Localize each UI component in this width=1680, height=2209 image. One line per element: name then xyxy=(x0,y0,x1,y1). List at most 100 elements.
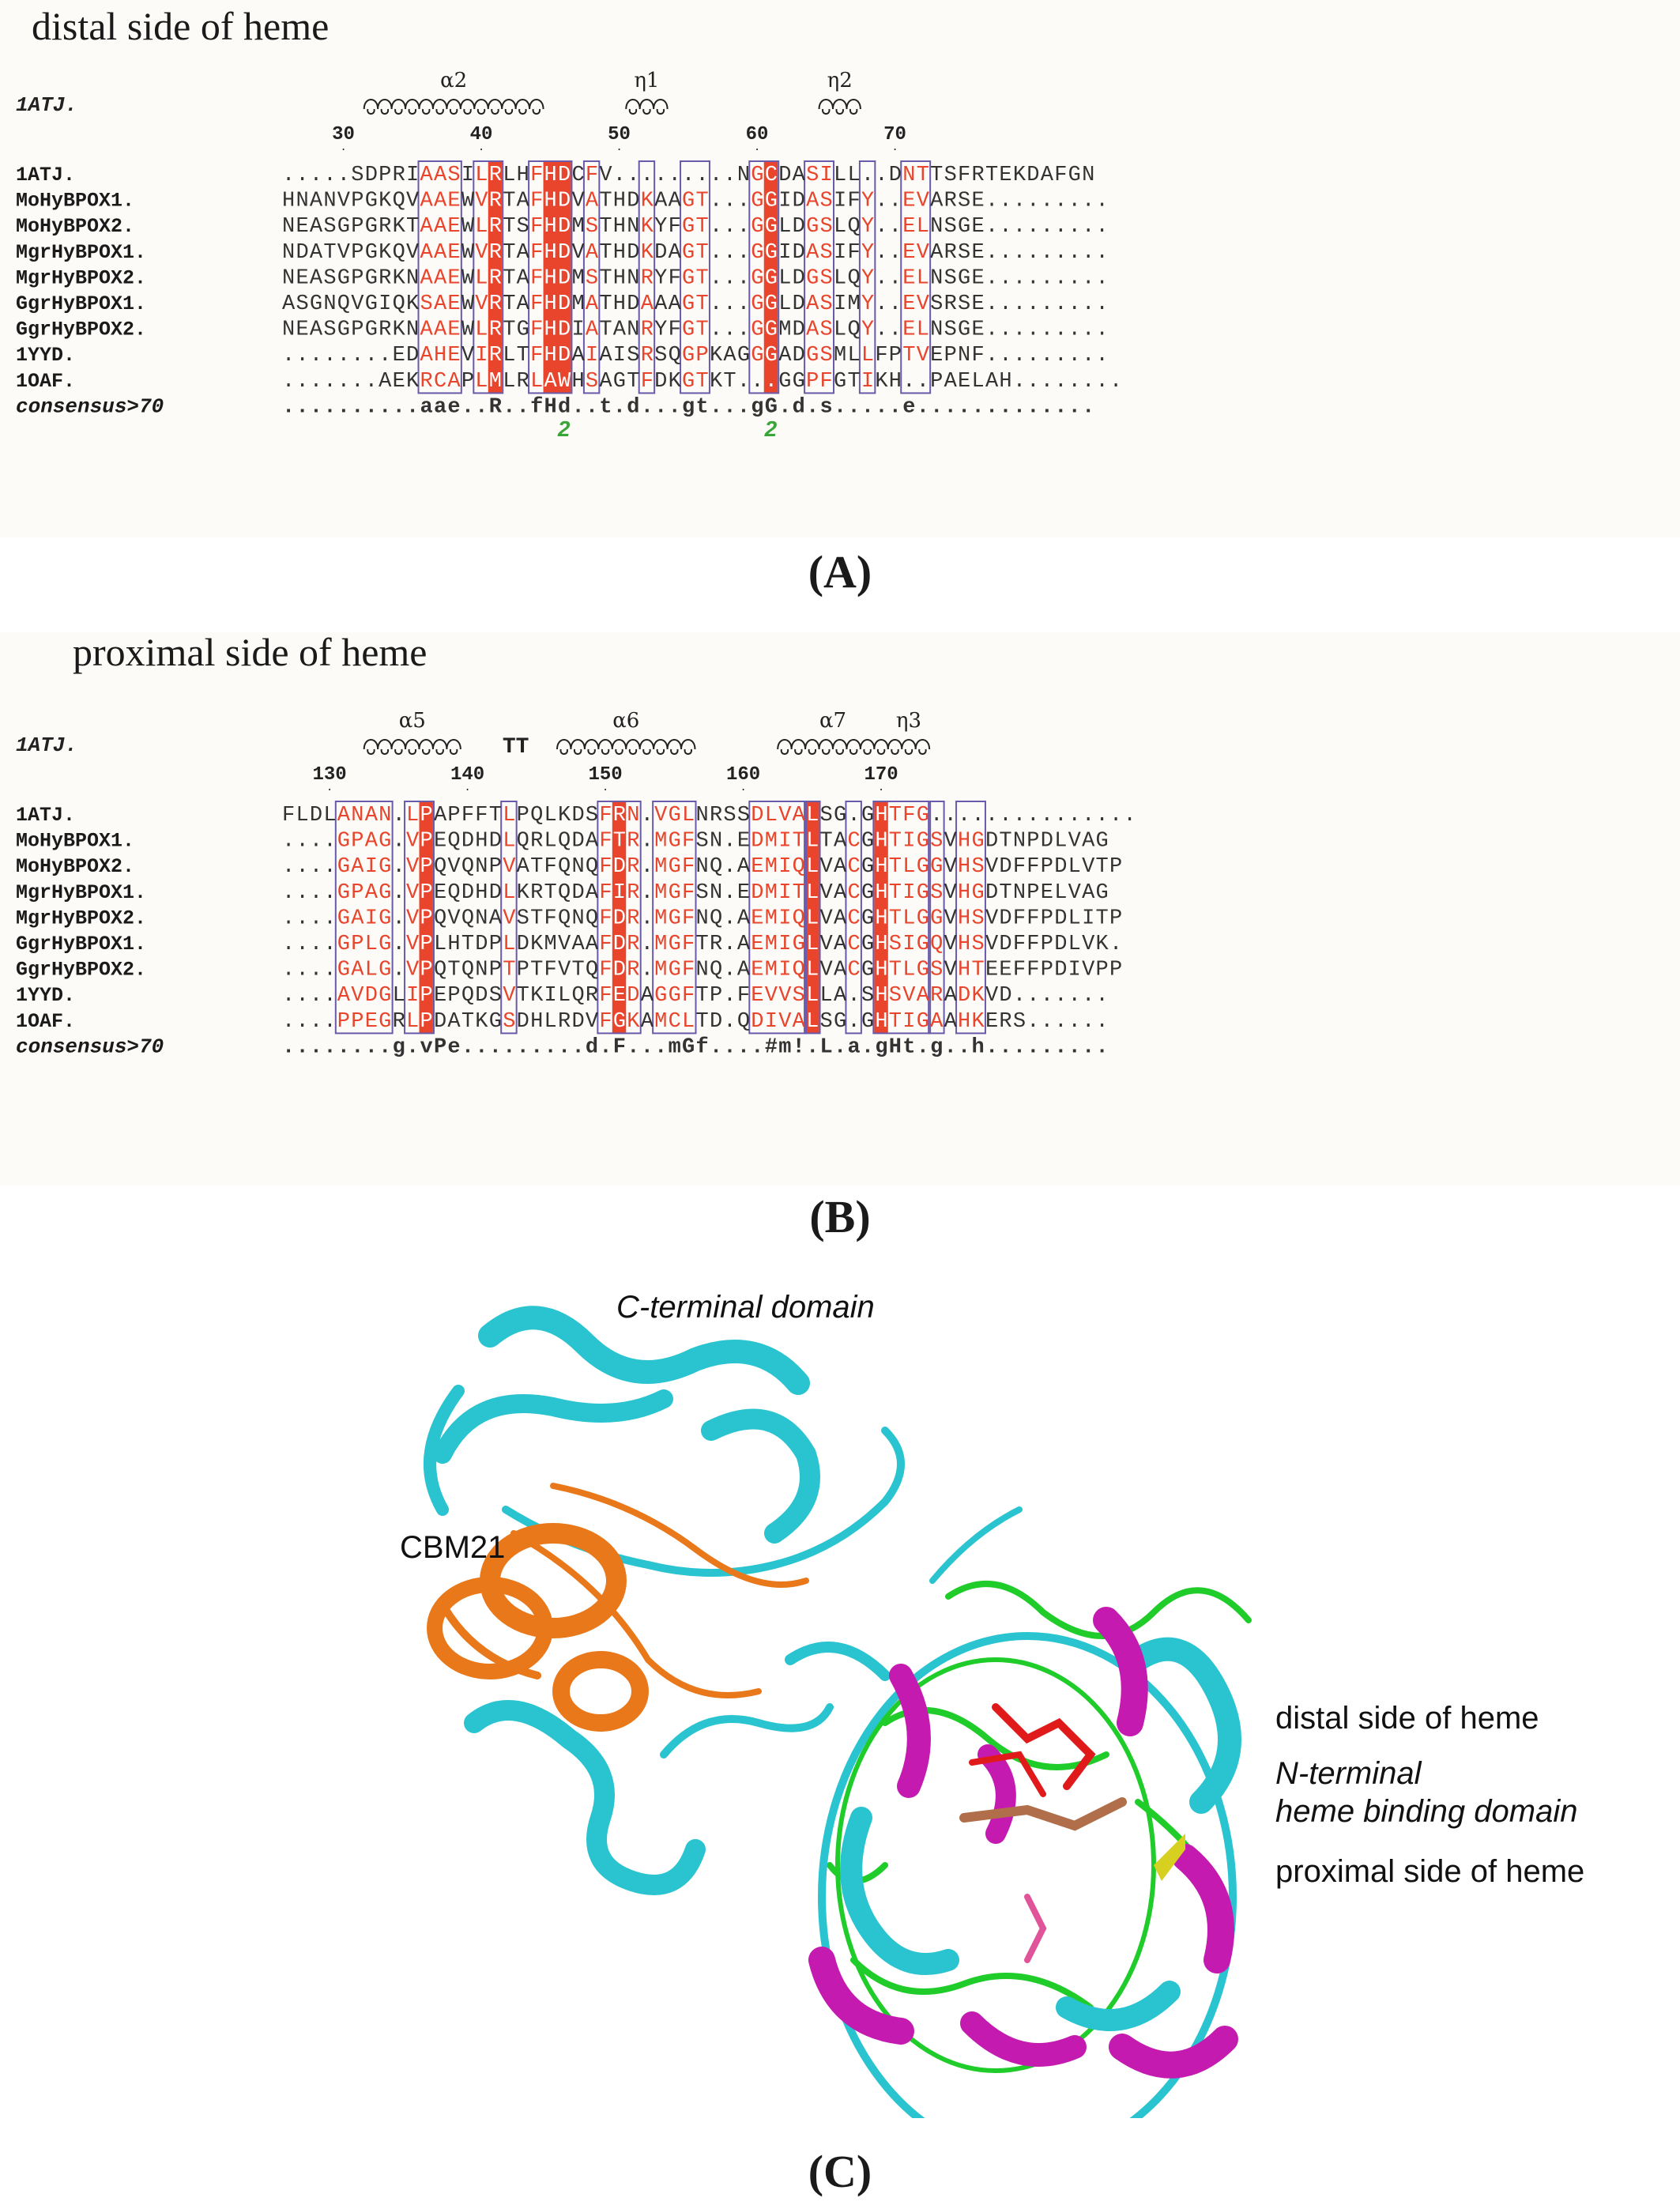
proximal-side-annotation: proximal side of heme xyxy=(1275,1854,1585,1889)
a-sequence-row: NDATVPGKQVAAEWVRTAFHDVATHDKDAGT...GGIDAS… xyxy=(282,241,1109,265)
b-similarity-box xyxy=(748,801,808,1035)
a-ruler-tick: . xyxy=(616,141,622,154)
panel-b-background xyxy=(0,632,1680,1186)
b-sequence-name: GgrHyBPOX2. xyxy=(16,959,146,982)
b-ss-reference: 1ATJ. xyxy=(16,733,77,757)
b-sequence-row: FLDLANAN.LPAPFFTLPQLKDSFRN.VGLNRSSDLVALS… xyxy=(282,804,1136,827)
b-sequence-name: consensus>70 xyxy=(16,1035,164,1058)
a-ss-label: α2 xyxy=(440,69,467,92)
b-ruler-tick: . xyxy=(878,782,884,794)
a-ss-label: η1 xyxy=(634,69,659,92)
b-sequence-row: ....GALG.VPQTQNPTPTFVTQFDR.MGFNQ.AEMIQLV… xyxy=(282,959,1122,982)
a-similarity-box xyxy=(417,160,462,394)
b-ss-label: α7 xyxy=(819,709,846,733)
a-similarity-box xyxy=(900,160,932,394)
b-sequence-name: MgrHyBPOX2. xyxy=(16,907,146,929)
a-similarity-box xyxy=(804,160,834,394)
panel-c-label: (C) xyxy=(808,2146,872,2197)
beta-strand xyxy=(1154,1834,1185,1881)
cbm21-annotation: CBM21 xyxy=(400,1530,506,1565)
b-ruler-number: 170 xyxy=(864,764,898,786)
a-similarity-box xyxy=(748,160,780,394)
a-similarity-box xyxy=(528,160,573,394)
a-similarity-box xyxy=(473,160,504,394)
b-similarity-box xyxy=(500,801,518,1035)
a-ruler-number: 70 xyxy=(883,124,906,145)
b-sequence-name: MgrHyBPOX1. xyxy=(16,881,146,904)
n-terminal-annotation-line2: heme binding domain xyxy=(1275,1794,1578,1829)
a-sequence-row: ASGNQVGIQKSAEWVRTAFHDMATHDAAAGT...GGLDAS… xyxy=(282,292,1109,316)
b-similarity-box xyxy=(955,801,986,1035)
protein-structure-image xyxy=(424,1306,1252,2118)
a-ruler-number: 60 xyxy=(746,124,769,145)
a-similarity-box xyxy=(858,160,876,394)
b-ss-label: TT xyxy=(503,735,529,760)
b-ss-element: α7 xyxy=(777,709,889,755)
a-footnote: 2 xyxy=(764,417,778,441)
a-similarity-box xyxy=(638,160,656,394)
panel-a-title: distal side of heme xyxy=(32,4,330,48)
b-sequence-name: 1YYD. xyxy=(16,984,75,1007)
a-ss-element: η2 xyxy=(818,69,861,115)
a-conserved-column xyxy=(543,161,557,394)
a-footnote: 2 xyxy=(557,417,571,441)
b-sequence-row: ....PPEGRLPDATKGSDHLRDVFGKAMCLTD.QDIVALS… xyxy=(282,1010,1109,1034)
a-ruler-tick: . xyxy=(340,141,346,154)
a-similarity-box xyxy=(680,160,710,394)
b-ss-label: α6 xyxy=(612,709,639,733)
b-sequence-row: ....AVDGLIPEPQDSVTKILQRFEDAGGFTP.FEVVSLL… xyxy=(282,984,1109,1008)
a-sequence-name: GgrHyBPOX1. xyxy=(16,292,146,315)
a-sequence-row: ........EDAHEVIRLTFHDAIAISRSQGPKAGGGADGS… xyxy=(282,344,1109,368)
b-similarity-box xyxy=(597,801,642,1035)
a-sequence-row: ..........aae..R..fHd..t.d...gt...gG.d.s… xyxy=(282,395,1094,419)
a-sequence-name: MoHyBPOX2. xyxy=(16,215,134,238)
b-helix-glyph xyxy=(363,739,461,755)
b-sequence-row: ....GPAG.VPEQDHDLKRTQDAFIR.MGFSN.EDMITLV… xyxy=(282,881,1109,905)
a-sequence-row: NEASGPGRKNAAEWLRTGFHDIATANRYFGT...GGMDAS… xyxy=(282,319,1109,342)
b-sequence-name: 1ATJ. xyxy=(16,804,75,827)
a-ruler-number: 40 xyxy=(470,124,493,145)
b-similarity-box xyxy=(652,801,697,1035)
b-conserved-column xyxy=(805,801,819,1034)
b-ss-label: α5 xyxy=(399,709,426,733)
a-helix-glyph xyxy=(625,99,669,115)
b-ruler-tick: . xyxy=(326,782,333,794)
a-sequence-name: consensus>70 xyxy=(16,394,164,418)
distal-side-annotation: distal side of heme xyxy=(1275,1701,1539,1736)
b-ss-element: α5 xyxy=(363,709,461,755)
b-sequence-row: ....GPAG.VPEQDHDLQRLQDAFTR.MGFSN.EDMITLT… xyxy=(282,830,1109,854)
b-ruler-number: 140 xyxy=(450,764,484,786)
b-helix-glyph xyxy=(556,739,696,755)
b-ruler-number: 150 xyxy=(588,764,622,786)
b-sequence-row: ....GPLG.VPLHTDPLDKMVAAFDR.MGFTR.AEMIGLV… xyxy=(282,933,1122,956)
b-similarity-box xyxy=(845,801,862,1035)
b-ss-element: α6 xyxy=(556,709,696,755)
b-similarity-box xyxy=(334,801,394,1035)
a-sequence-row: .....SDPRIAASILRLHFHDCFV.........NGCDASI… xyxy=(282,164,1094,187)
a-sequence-name: GgrHyBPOX2. xyxy=(16,319,146,341)
a-ss-reference: 1ATJ. xyxy=(16,93,77,117)
b-ruler-tick: . xyxy=(602,782,608,794)
panel-b-label: (B) xyxy=(809,1191,871,1242)
panel-a-label: (A) xyxy=(808,546,872,597)
b-sequence-row: ....GAIG.VPQVQNAVSTFQNQFDR.MGFNQ.AEMIQLV… xyxy=(282,907,1122,930)
a-sequence-row: NEASGPGRKNAAEWLRTAFHDMSTHNRYFGT...GGLDGS… xyxy=(282,266,1109,290)
a-ss-element: α2 xyxy=(363,69,544,115)
a-sequence-name: MgrHyBPOX2. xyxy=(16,266,146,289)
a-conserved-column xyxy=(763,161,778,394)
a-ruler-tick: . xyxy=(891,141,898,154)
b-ruler-number: 160 xyxy=(726,764,760,786)
b-ss-label: η3 xyxy=(896,709,921,733)
a-sequence-name: 1YYD. xyxy=(16,344,75,367)
a-ruler-number: 30 xyxy=(332,124,355,145)
a-conserved-column xyxy=(557,161,571,394)
n-terminal-annotation-line1: N-terminal xyxy=(1275,1756,1422,1791)
b-sequence-name: 1OAF. xyxy=(16,1010,75,1033)
a-sequence-row: HNANVPGKQVAAEWVRTAFHDVATHDKAAGT...GGIDAS… xyxy=(282,190,1109,213)
b-sequence-name: MoHyBPOX2. xyxy=(16,855,134,878)
b-conserved-column xyxy=(874,801,888,1034)
a-ruler-tick: . xyxy=(754,141,760,154)
b-sequence-row: ........g.vPe.........d.F...mGf....#m!.L… xyxy=(282,1035,1109,1059)
a-sequence-name: 1ATJ. xyxy=(16,164,75,187)
a-helix-glyph xyxy=(818,99,861,115)
